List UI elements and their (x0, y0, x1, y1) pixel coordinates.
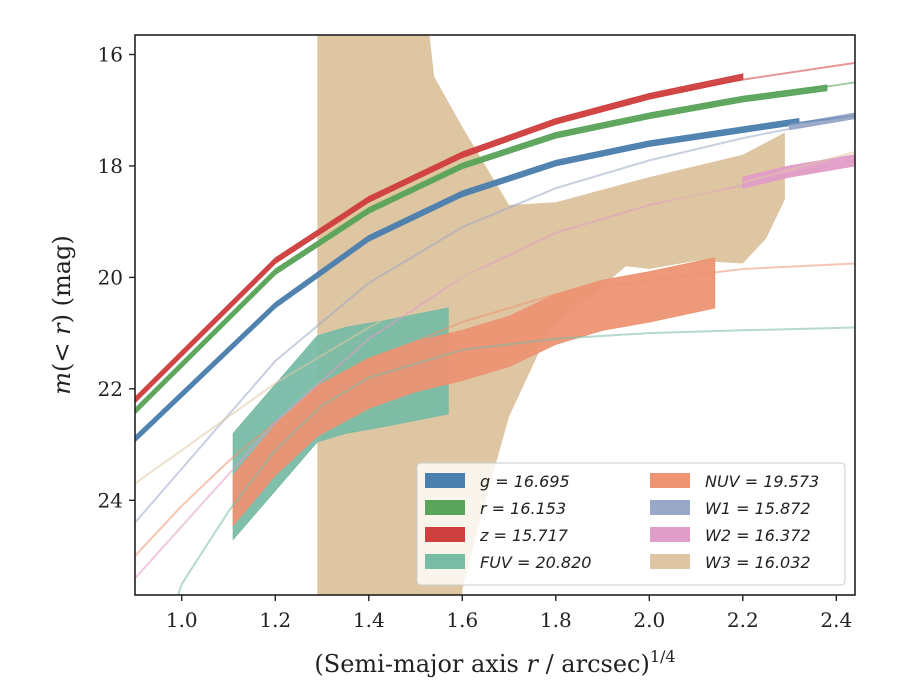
model-line-r (135, 81, 855, 412)
y-axis-label: m(< r) (mag) (48, 235, 76, 395)
x-tick-label: 1.0 (166, 608, 198, 632)
x-tick-label: 1.8 (540, 608, 572, 632)
legend-swatch-w2 (650, 527, 690, 542)
model-line-fuv (177, 326, 855, 595)
legend-label-r: r = 16.153 (480, 499, 566, 518)
legend-swatch-w3 (650, 554, 690, 569)
legend-swatch-w1 (650, 500, 690, 515)
x-tick-label: 2.4 (820, 608, 852, 632)
model-line-w3 (135, 151, 855, 485)
x-tick-label: 1.6 (446, 608, 478, 632)
model-line-nuv (135, 262, 855, 557)
legend-swatch-g (425, 473, 465, 488)
y-tick-label: 16 (98, 43, 123, 67)
legend-label-w1: W1 = 15.872 (705, 499, 811, 518)
legend-label-g: g = 16.695 (480, 472, 570, 491)
model-line-layer (135, 61, 855, 595)
y-tick-label: 18 (98, 154, 123, 178)
legend-label-fuv: FUV = 20.820 (480, 553, 591, 572)
model-line-z (135, 61, 855, 401)
x-tick-label: 1.2 (259, 608, 291, 632)
legend-box (416, 462, 846, 586)
x-axis: 1.0 1.2 1.4 1.6 1.8 2.0 2.2 2.4 (166, 595, 852, 632)
legend-swatch-nuv (650, 473, 690, 488)
y-axis: 16 18 20 22 24 (98, 43, 135, 512)
y-tick-label: 24 (98, 488, 123, 512)
x-tick-label: 2.0 (633, 608, 665, 632)
x-tick-label: 2.2 (727, 608, 759, 632)
legend-label-nuv: NUV = 19.573 (705, 472, 819, 491)
legend: g = 16.695 r = 16.153 z = 15.717 FUV = 20.8… (416, 462, 846, 586)
x-axis-label: (Semi-major axis r / arcsec)1/4 (314, 647, 675, 678)
band-r (135, 84, 828, 415)
legend-label-w2: W2 = 16.372 (705, 526, 811, 545)
legend-label-z: z = 15.717 (479, 526, 569, 545)
y-tick-label: 22 (98, 377, 123, 401)
plot-frame (134, 34, 856, 596)
model-line-g (135, 114, 855, 440)
legend-label-w3: W3 = 16.032 (705, 553, 811, 572)
legend-swatch-r (425, 500, 465, 515)
legend-swatch-z (425, 527, 465, 542)
legend-swatch-fuv (425, 554, 465, 569)
model-line-w2 (135, 159, 855, 579)
x-tick-label: 1.4 (353, 608, 385, 632)
y-tick-label: 20 (98, 265, 123, 289)
model-line-w1 (135, 114, 855, 524)
